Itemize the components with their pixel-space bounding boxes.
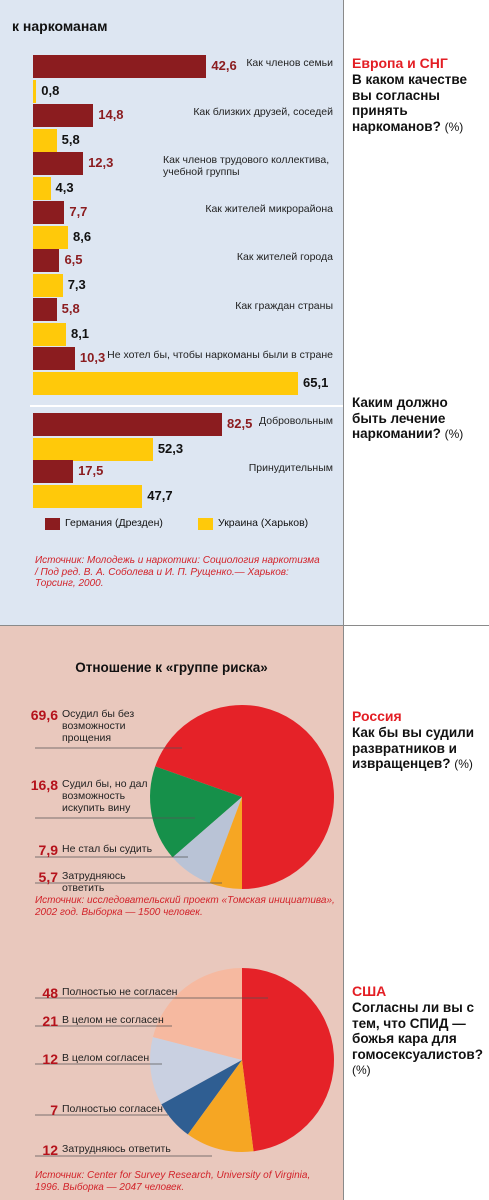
slice-label: В целом согласен [62,1052,150,1064]
value-label: 5,8 [61,131,80,147]
value-label: 8,1 [70,326,90,341]
bar [33,249,60,273]
value-label: 17,5 [78,463,104,478]
bar [33,103,94,127]
value-label: 82,5 [227,416,253,431]
pie-slice [155,705,334,889]
question-text: Каким должно быть лечение наркомании? [352,395,448,442]
value-label: 6,5 [64,252,83,268]
pie-slice [187,1060,254,1152]
pie-slice [209,797,242,889]
value-label: 5,8 [61,301,80,316]
category-label: Как жителей микрорайона [205,202,333,215]
question: Согласны ли вы с тем, что СПИД — божья к… [352,1000,483,1078]
legend-swatch [198,518,213,530]
unit: (%) [454,757,473,772]
bar [33,200,65,224]
bar [33,485,143,508]
value-label: 69,6 [30,707,58,723]
question-text: В каком качестве вы согласны принять нар… [352,72,467,134]
value-label: 48 [42,985,58,1001]
pie-slice [152,968,242,1060]
slice-label: Судил бы, но дал возможность искупить ви… [62,778,148,815]
unit: (%) [444,119,464,134]
value-label: 65,1 [303,374,329,390]
bar [33,298,57,321]
category-label: Как членов трудового коллектива, учебной… [163,154,330,179]
value-label: 12 [42,1051,58,1067]
category-label: Добровольным [259,415,333,427]
bar [33,274,63,298]
slice-label: Затрудняюсь ответить [62,1143,171,1155]
category-label: Принудительным [248,462,333,474]
value-label: 12 [42,1142,58,1158]
bar [33,80,37,103]
bar [33,152,84,176]
category-label: Как жителей города [236,251,333,264]
slice-label: В целом не согласен [62,1014,164,1026]
chart-title: Отношение к «группе риска» [75,660,268,675]
question: В каком качестве вы согласны принять нар… [352,72,480,134]
source: Источник: Молодежь и наркотики: Социолог… [35,555,320,589]
value-label: 7,3 [67,277,86,293]
pie-slice [150,1037,242,1105]
region-label: Россия [352,708,402,724]
legend-label: Германия (Дрезден) [65,517,163,529]
bar [33,438,153,461]
value-label: 8,6 [73,228,92,244]
source: Источник: исследовательский проект «Томс… [35,895,335,918]
value-label: 42,6 [211,58,237,73]
header-title: к наркоманам [12,18,108,34]
bar [33,225,68,249]
value-label: 14,8 [98,106,124,122]
legend-label: Украина (Харьков) [218,517,309,529]
question-text: Согласны ли вы с тем, что СПИД — божья к… [352,1000,483,1062]
bar [33,128,57,152]
region-label: США [352,983,387,999]
pie-slice [161,1060,242,1135]
bar [33,177,51,201]
value-label: 7,9 [38,842,58,858]
slice-label: Затрудняюсь ответить [62,870,126,895]
slice-label: Осудил бы без возможности прощения [62,708,135,745]
value-label: 7 [50,1102,58,1118]
question: Как бы вы судили развратников и извращен… [352,725,480,772]
value-label: 7,7 [69,203,88,219]
value-label: 4,3 [55,180,74,196]
value-label: 16,8 [30,777,58,793]
question-text: Как бы вы судили развратников и извращен… [352,725,475,772]
question: Каким должно быть лечение наркомании? (%… [352,395,480,442]
value-label: 12,3 [88,155,114,171]
region-label: Европа и СНГ [352,55,448,71]
value-label: 52,3 [157,441,184,456]
pie-slice [150,766,242,858]
value-label: 10,3 [79,349,106,365]
value-label: 21 [42,1013,58,1029]
source: Источник: Center for Survey Research, Un… [35,1170,311,1193]
slice-label: Не стал бы судить [62,843,153,855]
value-label: 5,7 [38,869,58,885]
category-label: Как членов семьи [246,57,333,69]
category-label: Не хотел бы, чтобы наркоманы были в стра… [107,348,333,361]
legend-swatch [45,518,60,530]
category-label: Как граждан страны [235,300,333,312]
slice-label: Полностью не согласен [62,986,178,998]
unit: (%) [352,1063,371,1078]
bar [33,55,207,78]
value-label: 0,8 [41,83,60,98]
category-label: Как близких друзей, соседей [193,105,333,118]
pie-slice [172,797,242,884]
bar [33,323,66,346]
bar [33,371,298,395]
bar [33,346,75,370]
slice-label: Полностью согласен [62,1103,163,1115]
value-label: 47,7 [147,488,173,503]
unit: (%) [444,427,464,442]
bar [33,413,222,436]
bar [33,460,74,483]
pie-slice [242,968,335,1152]
